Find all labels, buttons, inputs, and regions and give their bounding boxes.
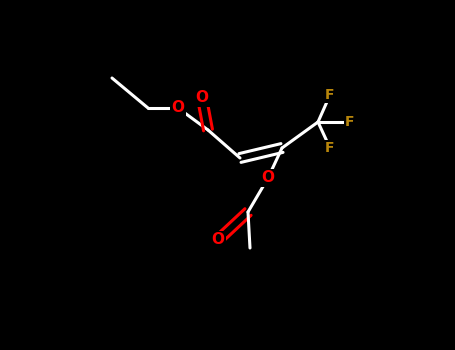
Text: F: F [325, 141, 335, 155]
Text: F: F [325, 88, 335, 102]
Text: O: O [196, 91, 208, 105]
Text: O: O [212, 232, 224, 247]
Text: F: F [345, 115, 355, 129]
Text: O: O [262, 170, 274, 186]
Text: O: O [172, 100, 184, 116]
